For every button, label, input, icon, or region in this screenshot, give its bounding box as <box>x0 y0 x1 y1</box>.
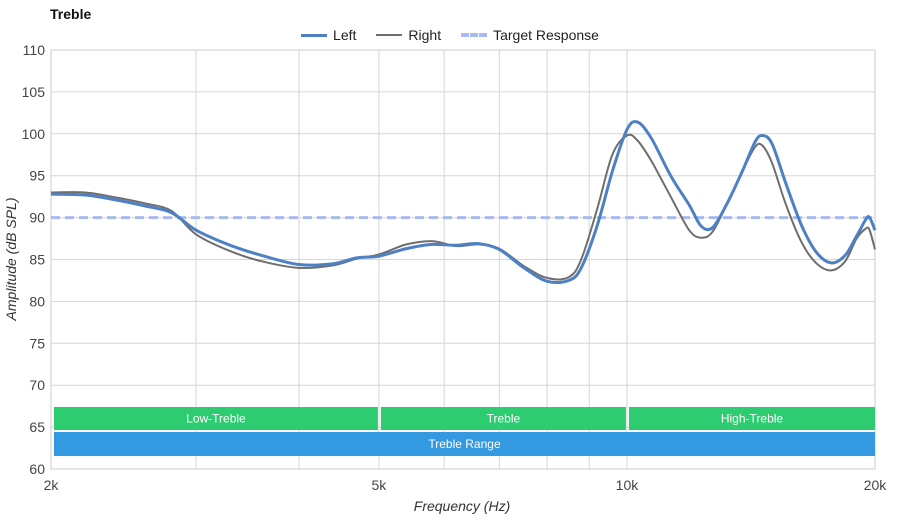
y-tick-label: 65 <box>29 419 45 435</box>
y-tick-label: 60 <box>29 461 45 477</box>
y-tick-label: 105 <box>22 84 46 100</box>
chart-title: Treble <box>50 6 92 22</box>
plot-frame <box>50 49 876 470</box>
x-tick-label: 10k <box>616 477 640 493</box>
legend-label-left: Left <box>333 27 357 43</box>
legend-swatch-target <box>461 33 488 37</box>
y-tick-label: 110 <box>23 42 46 58</box>
range-band-label: Low-Treble <box>186 412 246 426</box>
legend-label-right: Right <box>408 27 442 43</box>
range-band <box>628 407 875 430</box>
y-tick-label: 80 <box>29 293 45 309</box>
legend-label-target: Target Response <box>493 27 599 43</box>
series-layer <box>50 120 877 285</box>
x-tick-label: 2k <box>44 477 60 493</box>
legend-swatch-right <box>376 34 403 36</box>
x-axis-title: Frequency (Hz) <box>414 498 510 514</box>
legend-item-target[interactable]: Target Response <box>461 27 599 43</box>
y-tick-label: 75 <box>29 335 45 351</box>
range-band <box>380 407 626 430</box>
legend: Left Right Target Response <box>0 27 900 43</box>
x-tick-label: 20k <box>864 477 888 493</box>
y-tick-label: 95 <box>29 168 45 184</box>
y-tick-label: 100 <box>22 126 46 142</box>
tick-layer: 60 65 70 75 80 85 90 95 100 105 110 2k 5k 10k 20k <box>22 42 888 493</box>
y-tick-label: 85 <box>29 252 45 268</box>
grid-layer <box>50 49 876 470</box>
range-band-label: Treble <box>487 412 521 426</box>
legend-item-left[interactable]: Left <box>301 27 356 43</box>
legend-item-right[interactable]: Right <box>376 27 441 43</box>
legend-swatch-left <box>301 33 328 37</box>
series-line-left <box>50 120 877 285</box>
range-band-label: High-Treble <box>721 412 784 426</box>
range-band-label: Treble Range <box>428 437 501 451</box>
series-line-right <box>50 133 876 281</box>
x-tick-label: 5k <box>372 477 388 493</box>
band-layer: Low-Treble Treble High-Treble Treble Range <box>54 407 875 456</box>
range-band <box>54 432 875 456</box>
y-tick-label: 90 <box>29 210 45 226</box>
y-tick-label: 70 <box>29 377 45 393</box>
range-band <box>54 407 378 430</box>
y-axis-title: Amplitude (dB SPL) <box>3 198 19 322</box>
